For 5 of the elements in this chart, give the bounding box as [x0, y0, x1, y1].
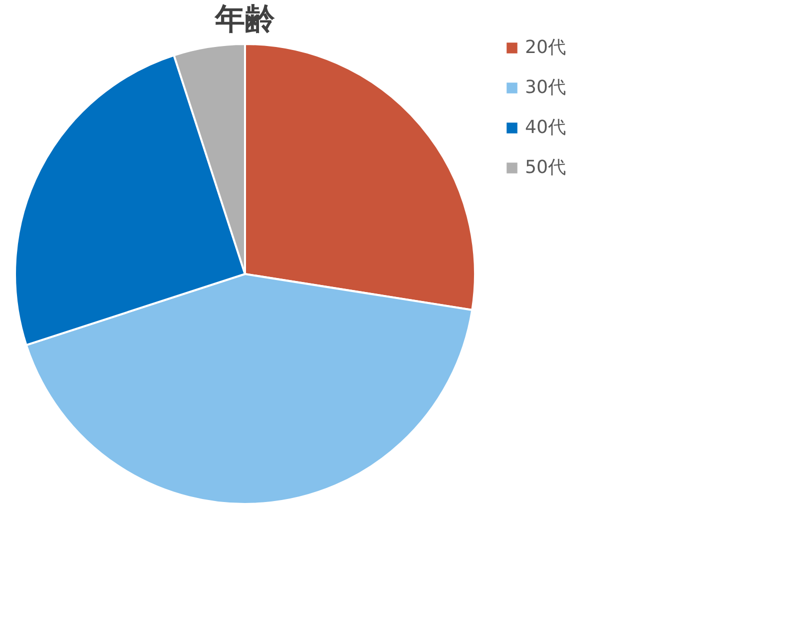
legend-label: 50代 [525, 157, 566, 178]
legend-label: 40代 [525, 117, 566, 138]
legend-label: 30代 [525, 77, 566, 98]
chart-title: 年齢 [214, 2, 275, 37]
legend-label: 20代 [525, 37, 566, 58]
